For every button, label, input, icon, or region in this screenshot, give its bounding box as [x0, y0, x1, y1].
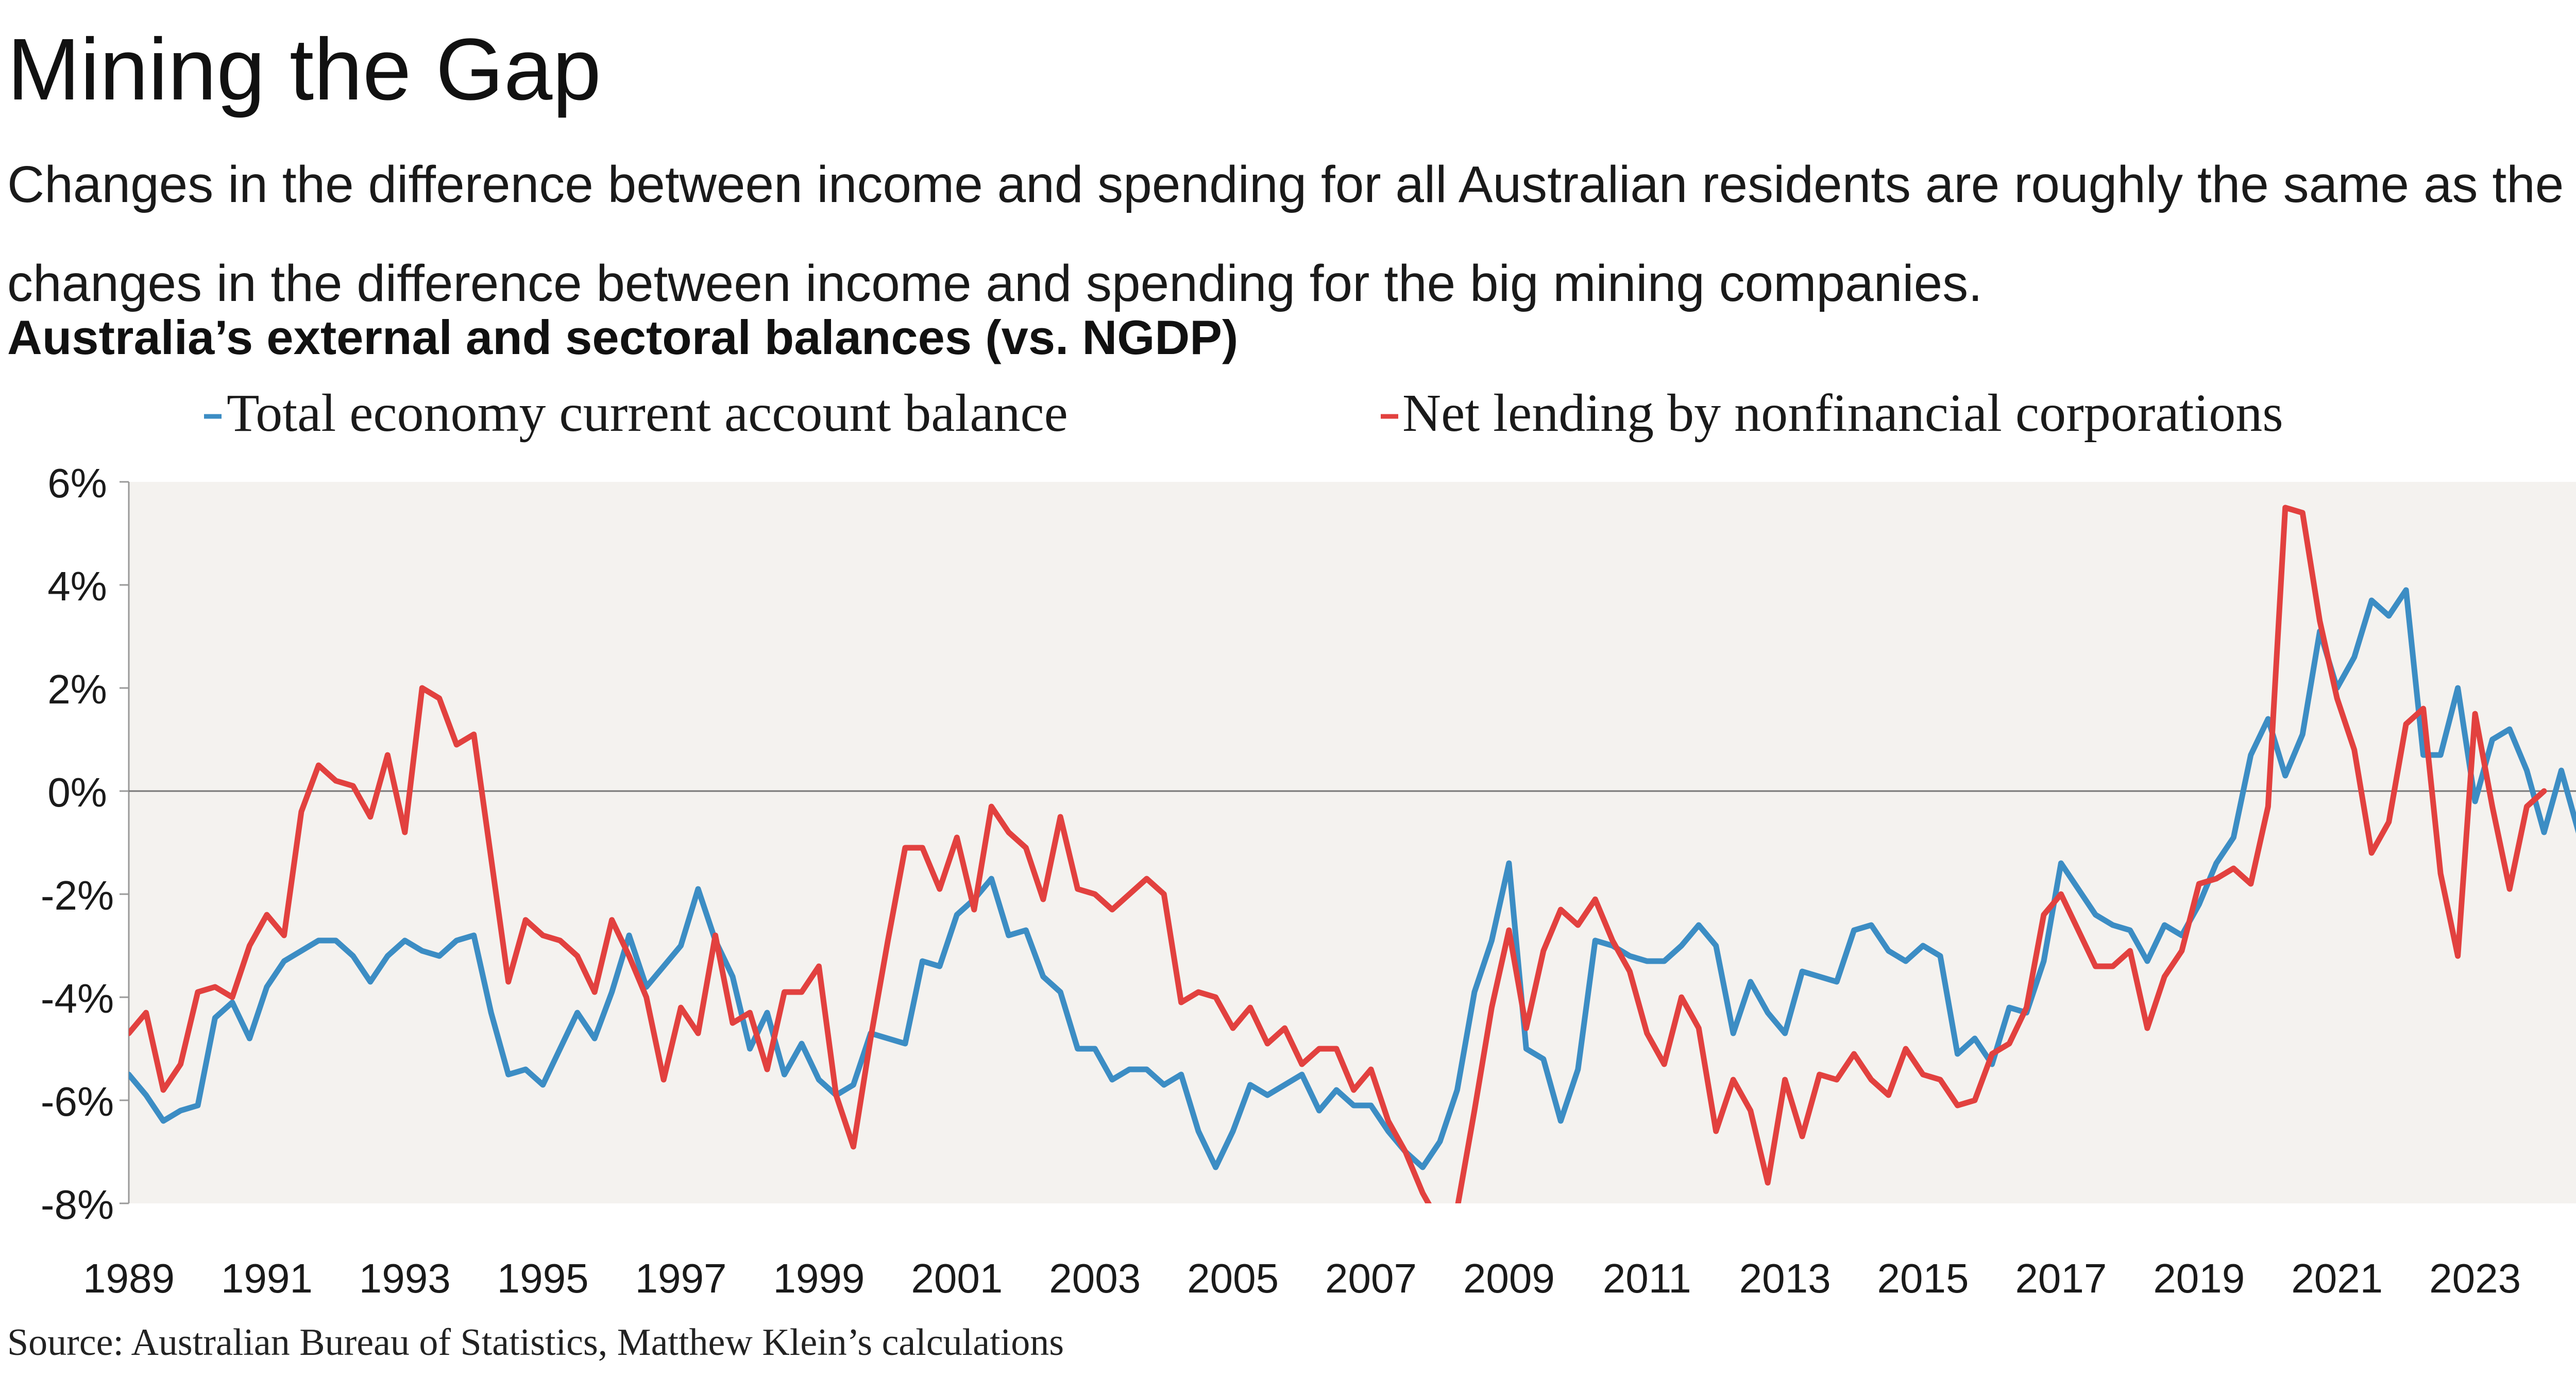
y-tick-label: -8%: [41, 1182, 114, 1228]
legend-label-current-account: Total economy current account balance: [227, 383, 1068, 443]
page-subtitle: Changes in the difference between income…: [7, 156, 2564, 312]
y-tick-label: 6%: [47, 460, 107, 506]
line-chart: Total economy current account balance Ne…: [41, 383, 2576, 1301]
x-tick-label: 2003: [1049, 1255, 1141, 1301]
x-tick-label: 1991: [221, 1255, 313, 1301]
x-tick-label: 2015: [1877, 1255, 1969, 1301]
x-tick-label: 2021: [2291, 1255, 2383, 1301]
x-tick-label: 1995: [497, 1255, 589, 1301]
series-line-net-lending: [129, 505, 2547, 1203]
x-tick-label: 2017: [2015, 1255, 2107, 1301]
x-tick-label: 1999: [773, 1255, 865, 1301]
x-tick-label: 1989: [83, 1255, 175, 1301]
plot-area: [129, 482, 2576, 1203]
y-tick-label: -6%: [41, 1079, 114, 1125]
x-tick-label: 1997: [635, 1255, 727, 1301]
y-tick-label: 4%: [47, 563, 107, 609]
x-tick-label: 2005: [1187, 1255, 1279, 1301]
y-tick-label: -4%: [41, 976, 114, 1021]
x-tick-label: 1993: [359, 1255, 451, 1301]
x-axis: 1989 1991 1993 1995 1997 1999 2001 2003 2005 2007…: [83, 1255, 2521, 1301]
series-line-current-account: [129, 587, 2576, 1170]
x-tick-label: 2009: [1463, 1255, 1555, 1301]
y-tick-label: -2%: [41, 872, 114, 918]
source-note: Source: Australian Bureau of Statistics,…: [7, 1321, 1064, 1364]
x-tick-label: 2023: [2429, 1255, 2521, 1301]
y-tick-label: 2%: [47, 666, 107, 712]
y-tick-label: 0%: [47, 769, 107, 815]
legend-label-net-lending: Net lending by nonfinancial corporations: [1402, 383, 2283, 443]
legend: Total economy current account balance Ne…: [204, 383, 2283, 443]
x-tick-label: 2001: [911, 1255, 1003, 1301]
y-axis: -8% -6% -4% -2% 0% 2% 4% 6%: [41, 460, 130, 1228]
chart-title: Australia’s external and sectoral balanc…: [7, 310, 1239, 364]
x-tick-label: 2011: [1603, 1255, 1691, 1301]
x-tick-label: 2007: [1325, 1255, 1417, 1301]
x-tick-label: 2019: [2153, 1255, 2245, 1301]
series-layer: [129, 505, 2576, 1203]
x-tick-label: 2013: [1739, 1255, 1831, 1301]
page-title: Mining the Gap: [7, 21, 601, 119]
